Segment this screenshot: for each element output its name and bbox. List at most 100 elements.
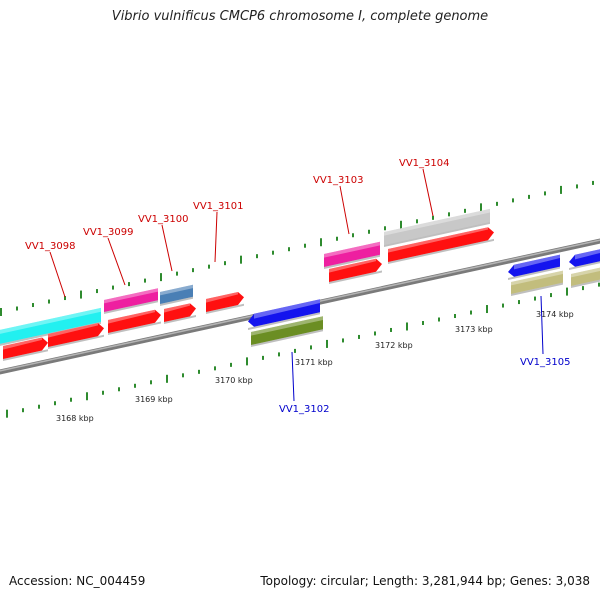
cds-feature-6[interactable] (329, 258, 382, 284)
gene-leader-line (540, 295, 544, 355)
minor-tick (64, 296, 66, 301)
minor-tick (54, 401, 56, 406)
major-tick (560, 185, 562, 194)
minor-tick (22, 408, 24, 413)
gene-feature-blue-1[interactable] (248, 299, 320, 330)
cds-feature-5[interactable] (206, 292, 244, 314)
major-tick (246, 357, 248, 366)
minor-tick (576, 184, 578, 189)
minor-tick (336, 236, 338, 241)
minor-tick (438, 317, 440, 322)
major-tick (486, 305, 488, 314)
scale-label-3174: 3174 kbp (536, 310, 574, 319)
minor-tick (272, 250, 274, 255)
minor-tick (112, 285, 114, 290)
scale-label-3170: 3170 kbp (215, 376, 253, 385)
minor-tick (422, 320, 424, 325)
genome-summary-text: Topology: circular; Length: 3,281,944 bp… (260, 574, 590, 588)
gene-feature-magenta-1[interactable] (104, 288, 158, 314)
minor-tick (96, 289, 98, 294)
minor-tick (38, 404, 40, 409)
gene-feature-olive[interactable] (251, 316, 323, 347)
minor-tick (454, 314, 456, 319)
gene-feature-steel[interactable] (160, 284, 193, 306)
gene-feature-grey[interactable] (384, 208, 490, 247)
minor-tick (262, 355, 264, 360)
major-tick (80, 290, 82, 299)
minor-tick (416, 219, 418, 224)
major-tick (240, 255, 242, 264)
minor-tick (224, 261, 226, 266)
minor-tick (342, 338, 344, 343)
minor-tick (118, 387, 120, 392)
major-tick (0, 308, 2, 316)
minor-tick (512, 198, 514, 203)
minor-tick (16, 306, 18, 311)
gene-label-vv1-3101[interactable]: VV1_3101 (193, 201, 244, 212)
major-tick (6, 409, 8, 418)
minor-tick (70, 397, 72, 402)
gene-label-vv1-3099[interactable]: VV1_3099 (83, 227, 134, 238)
major-tick (566, 287, 568, 296)
cds-feature-2[interactable] (48, 323, 104, 349)
cds-feature-4[interactable] (164, 303, 196, 324)
minor-tick (528, 194, 530, 199)
gene-label-vv1-3098[interactable]: VV1_3098 (25, 241, 76, 252)
scale-labels: 3168 kbp 3169 kbp 3170 kbp 3171 kbp 3172… (56, 310, 574, 423)
minor-tick (368, 229, 370, 234)
gene-feature-blue-3[interactable] (569, 247, 600, 270)
scale-label-3169: 3169 kbp (135, 395, 173, 404)
minor-tick (550, 293, 552, 298)
gene-leader-line (107, 237, 126, 286)
gene-features (0, 208, 600, 361)
cds-feature-7[interactable] (388, 227, 494, 264)
tick-guides (0, 180, 600, 418)
minor-tick (470, 310, 472, 315)
gene-leader-line (339, 185, 350, 235)
gene-feature-magenta-2[interactable] (324, 241, 380, 269)
major-tick (406, 322, 408, 331)
minor-tick (384, 226, 386, 231)
gene-leaders (49, 168, 544, 402)
scale-label-3173: 3173 kbp (455, 325, 493, 334)
major-tick (86, 392, 88, 401)
scale-label-3172: 3172 kbp (375, 341, 413, 350)
major-tick (320, 238, 322, 247)
minor-tick (102, 390, 104, 395)
gene-feature-khaki-2[interactable] (571, 265, 600, 288)
gene-feature-blue-2[interactable] (508, 254, 560, 280)
map-title: Vibrio vulnificus CMCP6 chromosome I, co… (111, 9, 489, 24)
gene-label-vv1-3105[interactable]: VV1_3105 (520, 357, 571, 368)
minor-tick (534, 296, 536, 301)
major-tick (326, 339, 328, 348)
gene-feature-khaki-1[interactable] (511, 270, 563, 296)
minor-tick (352, 233, 354, 238)
accession-text: Accession: NC_004459 (9, 574, 146, 588)
gene-leader-line (49, 251, 66, 298)
minor-tick (448, 212, 450, 217)
minor-tick (464, 208, 466, 213)
gene-leader-line (422, 168, 434, 217)
gene-leader-line (214, 211, 218, 263)
gene-label-vv1-3100[interactable]: VV1_3100 (138, 214, 189, 225)
minor-tick (294, 348, 296, 353)
gene-label-vv1-3103[interactable]: VV1_3103 (313, 175, 364, 186)
minor-tick (310, 345, 312, 350)
cds-feature-1[interactable] (3, 337, 48, 361)
gene-leader-line (291, 351, 295, 402)
minor-tick (192, 268, 194, 273)
minor-tick (134, 383, 136, 388)
minor-tick (390, 327, 392, 332)
minor-tick (278, 352, 280, 357)
scale-label-3171: 3171 kbp (295, 358, 333, 367)
minor-tick (582, 286, 584, 291)
minor-tick (128, 282, 130, 287)
minor-tick (304, 243, 306, 248)
cds-feature-3[interactable] (108, 309, 161, 335)
minor-tick (176, 271, 178, 276)
gene-label-vv1-3104[interactable]: VV1_3104 (399, 158, 450, 169)
minor-tick (358, 334, 360, 339)
minor-tick (32, 303, 34, 308)
gene-label-vv1-3102[interactable]: VV1_3102 (279, 404, 330, 415)
